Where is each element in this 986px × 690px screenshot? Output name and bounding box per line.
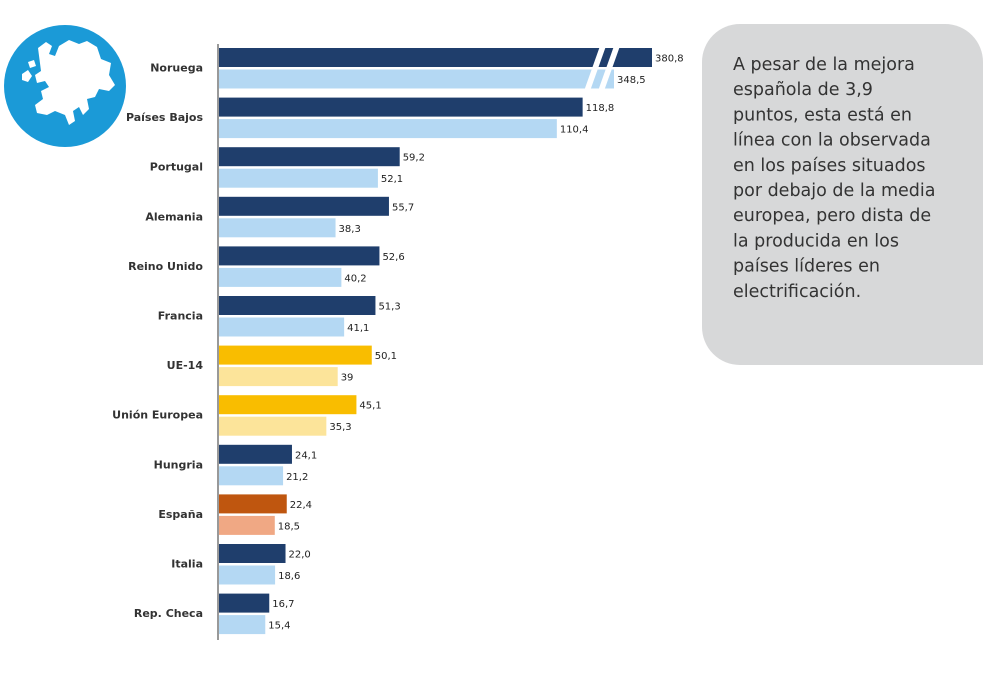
annotation-line: española de 3,9 [733, 80, 873, 100]
annotation-line: electrificación. [733, 282, 861, 302]
value-label: 55,7 [392, 202, 414, 213]
category-label: Francia [158, 310, 203, 323]
bar [219, 416, 327, 436]
bar [219, 317, 345, 337]
bar [219, 48, 652, 67]
axis-break [584, 46, 606, 91]
category-label: Alemania [145, 210, 203, 223]
bar [219, 267, 342, 287]
value-label: 35,3 [329, 422, 351, 433]
axis-break [598, 46, 620, 91]
value-label: 40,2 [344, 273, 366, 284]
bar [219, 593, 270, 613]
value-label: 118,8 [586, 103, 615, 114]
bar [219, 565, 276, 585]
annotation-line: europea, pero dista de [733, 206, 931, 226]
value-label: 50,1 [375, 351, 397, 362]
value-label: 22,0 [289, 550, 311, 561]
category-label: Italia [171, 558, 203, 571]
category-label: UE-14 [167, 359, 204, 372]
category-label: Rep. Checa [134, 607, 203, 620]
value-label: 16,7 [272, 599, 294, 610]
bar [219, 119, 557, 139]
value-label: 39 [341, 373, 354, 384]
bar [219, 444, 292, 464]
value-label: 24,1 [295, 450, 317, 461]
category-label: Unión Europea [112, 409, 203, 422]
category-label: Países Bajos [126, 111, 203, 124]
annotation-line: puntos, esta está en [733, 105, 912, 125]
value-label: 348,5 [617, 75, 646, 86]
bar [219, 246, 380, 266]
text-box [702, 24, 983, 365]
value-label: 52,1 [381, 174, 403, 185]
value-label: 18,6 [278, 571, 300, 582]
bar [219, 296, 376, 315]
annotation-line: en los países situados [733, 156, 926, 176]
bar [219, 196, 389, 216]
bar [219, 168, 378, 188]
value-label: 22,4 [290, 500, 312, 511]
icon-islands [22, 60, 36, 82]
category-label: Portugal [150, 161, 203, 174]
bar [219, 345, 372, 365]
value-label: 41,1 [347, 323, 369, 334]
bar [219, 544, 286, 563]
bar [219, 147, 400, 167]
value-label: 38,3 [339, 224, 361, 235]
annotation-line: línea con la observada [733, 131, 931, 151]
bar [219, 367, 338, 387]
bar [219, 515, 275, 535]
annotation-line: la producida en los [733, 231, 899, 251]
value-label: 51,3 [378, 302, 400, 313]
bar [219, 494, 287, 514]
category-label: Reino Unido [128, 260, 203, 273]
value-label: 110,4 [560, 125, 589, 136]
annotation-line: países líderes en [733, 257, 880, 277]
value-label: 18,5 [278, 521, 300, 532]
category-label: Hungria [154, 458, 203, 471]
bar [219, 466, 284, 486]
icon-map [35, 40, 115, 125]
category-label: Noruega [150, 62, 203, 75]
bar [219, 218, 336, 238]
annotation-line: por debajo de la media [733, 181, 936, 201]
bar [219, 615, 266, 635]
value-label: 45,1 [359, 401, 381, 412]
bar [219, 97, 583, 117]
value-label: 59,2 [403, 153, 425, 164]
value-label: 52,6 [382, 252, 404, 263]
category-label: España [158, 508, 203, 521]
annotation-line: A pesar de la mejora [733, 55, 915, 75]
europe-icon [4, 25, 126, 147]
value-label: 380,8 [655, 54, 684, 65]
value-label: 15,4 [268, 621, 290, 632]
bar [219, 69, 614, 89]
bar [219, 395, 357, 415]
value-label: 21,2 [286, 472, 308, 483]
